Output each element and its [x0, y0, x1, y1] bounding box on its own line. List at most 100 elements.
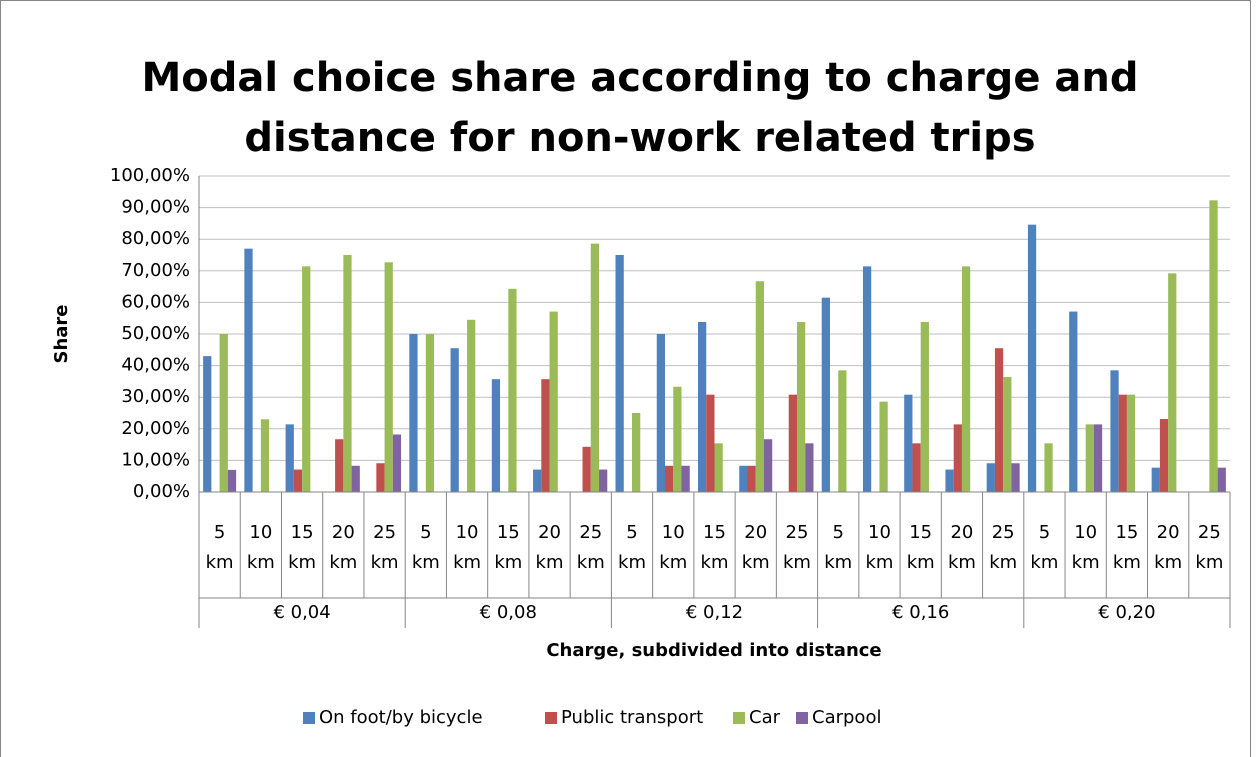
- bar: [285, 424, 294, 492]
- chart-title: Modal choice share according to charge a…: [142, 55, 1139, 161]
- bar: [227, 469, 237, 492]
- x-tick-label: 25 km: [989, 522, 1017, 573]
- bar: [763, 439, 773, 492]
- bar: [293, 469, 303, 492]
- legend-swatch: [733, 712, 745, 724]
- bar: [1069, 311, 1078, 492]
- bar: [1003, 376, 1012, 492]
- y-axis-title: Share: [51, 304, 72, 363]
- x-tick-label: 10 km: [865, 522, 893, 573]
- x-tick-label: 20 km: [329, 522, 357, 573]
- bar: [1027, 224, 1037, 492]
- bar: [1168, 273, 1177, 492]
- bar: [945, 469, 954, 492]
- bar: [343, 255, 352, 492]
- x-tick-label: 10 km: [453, 522, 481, 573]
- y-tick-label: 10,00%: [121, 449, 190, 470]
- bar: [747, 465, 756, 492]
- bar: [491, 379, 501, 492]
- x-tick-label: 5 km: [618, 522, 646, 573]
- bar: [953, 424, 962, 492]
- x-tick-label: 15 km: [288, 522, 316, 573]
- y-tick-label: 50,00%: [121, 323, 190, 344]
- legend-label: Car: [749, 707, 781, 728]
- group-label: € 0,16: [892, 602, 949, 623]
- y-tick-label: 40,00%: [121, 355, 190, 376]
- bar: [805, 443, 814, 492]
- bar: [821, 297, 830, 492]
- x-tick-label: 10 km: [247, 522, 275, 573]
- bar: [739, 465, 748, 492]
- bar: [920, 321, 929, 492]
- bar: [508, 288, 517, 492]
- bar: [706, 394, 715, 492]
- bar: [1110, 370, 1119, 492]
- legend-label: Public transport: [561, 707, 703, 728]
- x-tick-label: 25 km: [1195, 522, 1223, 573]
- group-label: € 0,20: [1098, 602, 1155, 623]
- y-tick-label: 100,00%: [110, 165, 190, 186]
- bar: [1085, 424, 1094, 492]
- bar: [961, 266, 971, 492]
- bar: [986, 463, 995, 492]
- y-tick-label: 60,00%: [121, 291, 190, 312]
- bar: [467, 319, 476, 492]
- x-axis-title: Charge, subdivided into distance: [546, 640, 881, 661]
- legend-swatch: [303, 712, 315, 724]
- x-tick-label: 10 km: [659, 522, 687, 573]
- y-tick-label: 30,00%: [121, 386, 190, 407]
- bar: [1126, 394, 1136, 492]
- legend-label: Carpool: [812, 707, 881, 728]
- legend-swatch: [796, 712, 808, 724]
- y-tick-label: 0,00%: [133, 481, 190, 502]
- bar: [673, 386, 682, 492]
- x-tick-label: 15 km: [701, 522, 729, 573]
- bar: [533, 469, 542, 492]
- x-tick-label: 5 km: [206, 522, 234, 573]
- bar: [912, 443, 921, 492]
- bar: [656, 334, 666, 492]
- bar: [1159, 419, 1169, 492]
- bar: [796, 321, 806, 492]
- bar: [714, 443, 723, 492]
- bar: [1044, 443, 1053, 492]
- bar: [219, 334, 228, 492]
- x-tick-label: 20 km: [1154, 522, 1182, 573]
- x-tick-label: 5 km: [412, 522, 440, 573]
- bar: [1151, 467, 1160, 492]
- y-tick-label: 90,00%: [121, 197, 190, 218]
- group-label: € 0,04: [273, 602, 330, 623]
- bar: [450, 348, 459, 492]
- legend-label: On foot/by bicycle: [319, 707, 483, 728]
- x-tick-label: 5 km: [824, 522, 852, 573]
- x-tick-label: 25 km: [371, 522, 399, 573]
- bar: [615, 255, 624, 492]
- x-tick-label: 25 km: [783, 522, 811, 573]
- bar: [582, 446, 591, 492]
- bar: [1209, 200, 1218, 492]
- bar: [665, 465, 674, 492]
- x-tick-label: 15 km: [1113, 522, 1141, 573]
- y-tick-label: 70,00%: [121, 260, 190, 281]
- bar: [862, 266, 872, 492]
- x-tick-label: 15 km: [907, 522, 935, 573]
- x-tick-label: 10 km: [1072, 522, 1100, 573]
- bar: [1217, 467, 1226, 492]
- bar: [590, 243, 600, 492]
- x-tick-label: 20 km: [742, 522, 770, 573]
- bar: [541, 379, 550, 492]
- legend-swatch: [545, 712, 557, 724]
- bar: [376, 463, 385, 492]
- bar: [632, 413, 641, 492]
- x-tick-label: 5 km: [1030, 522, 1058, 573]
- bar: [879, 401, 888, 492]
- bar: [698, 321, 707, 492]
- bar: [203, 356, 212, 492]
- bar: [302, 266, 311, 492]
- bar: [1011, 463, 1020, 492]
- bar: [1093, 424, 1103, 492]
- group-label: € 0,12: [686, 602, 743, 623]
- bar: [425, 334, 435, 492]
- x-tick-label: 25 km: [577, 522, 605, 573]
